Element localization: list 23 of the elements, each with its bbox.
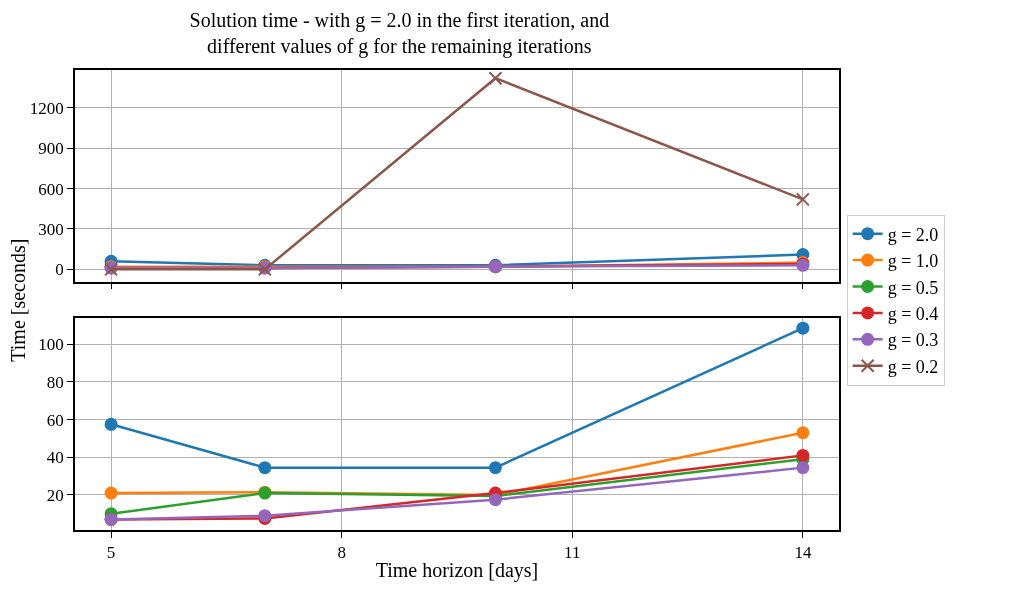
y-tick-label: 300 bbox=[38, 219, 64, 239]
legend-label: g = 2.0 bbox=[887, 224, 939, 245]
legend-label: g = 0.3 bbox=[887, 330, 939, 351]
legend-label: g = 0.5 bbox=[887, 277, 939, 298]
y-tick-label: 0 bbox=[55, 260, 64, 280]
y-tick-label: 100 bbox=[38, 335, 64, 355]
y-tick-label: 20 bbox=[46, 485, 64, 505]
y-tick-label: 60 bbox=[46, 410, 64, 430]
y-tick-label: 40 bbox=[46, 448, 64, 468]
y-tick-label: 600 bbox=[38, 179, 64, 199]
y-tick-label: 80 bbox=[46, 372, 64, 392]
x-tick-label: 14 bbox=[794, 543, 812, 563]
legend-label: g = 1.0 bbox=[887, 251, 939, 272]
x-tick-label: 8 bbox=[337, 543, 346, 563]
y-tick-label: 900 bbox=[38, 139, 64, 159]
legend-label: g = 0.4 bbox=[887, 303, 939, 324]
chart-title: Solution time - with g = 2.0 in the first iteration, and different values of g for the remaining iterations bbox=[189, 8, 610, 58]
x-tick-label: 11 bbox=[564, 543, 581, 563]
legend-label: g = 0.2 bbox=[887, 356, 939, 377]
y-axis-title: Time [seconds] bbox=[6, 238, 29, 362]
y-tick-label: 1200 bbox=[29, 98, 64, 118]
x-tick-label: 5 bbox=[106, 543, 116, 563]
x-axis-title: Time horizon [days] bbox=[375, 559, 539, 583]
